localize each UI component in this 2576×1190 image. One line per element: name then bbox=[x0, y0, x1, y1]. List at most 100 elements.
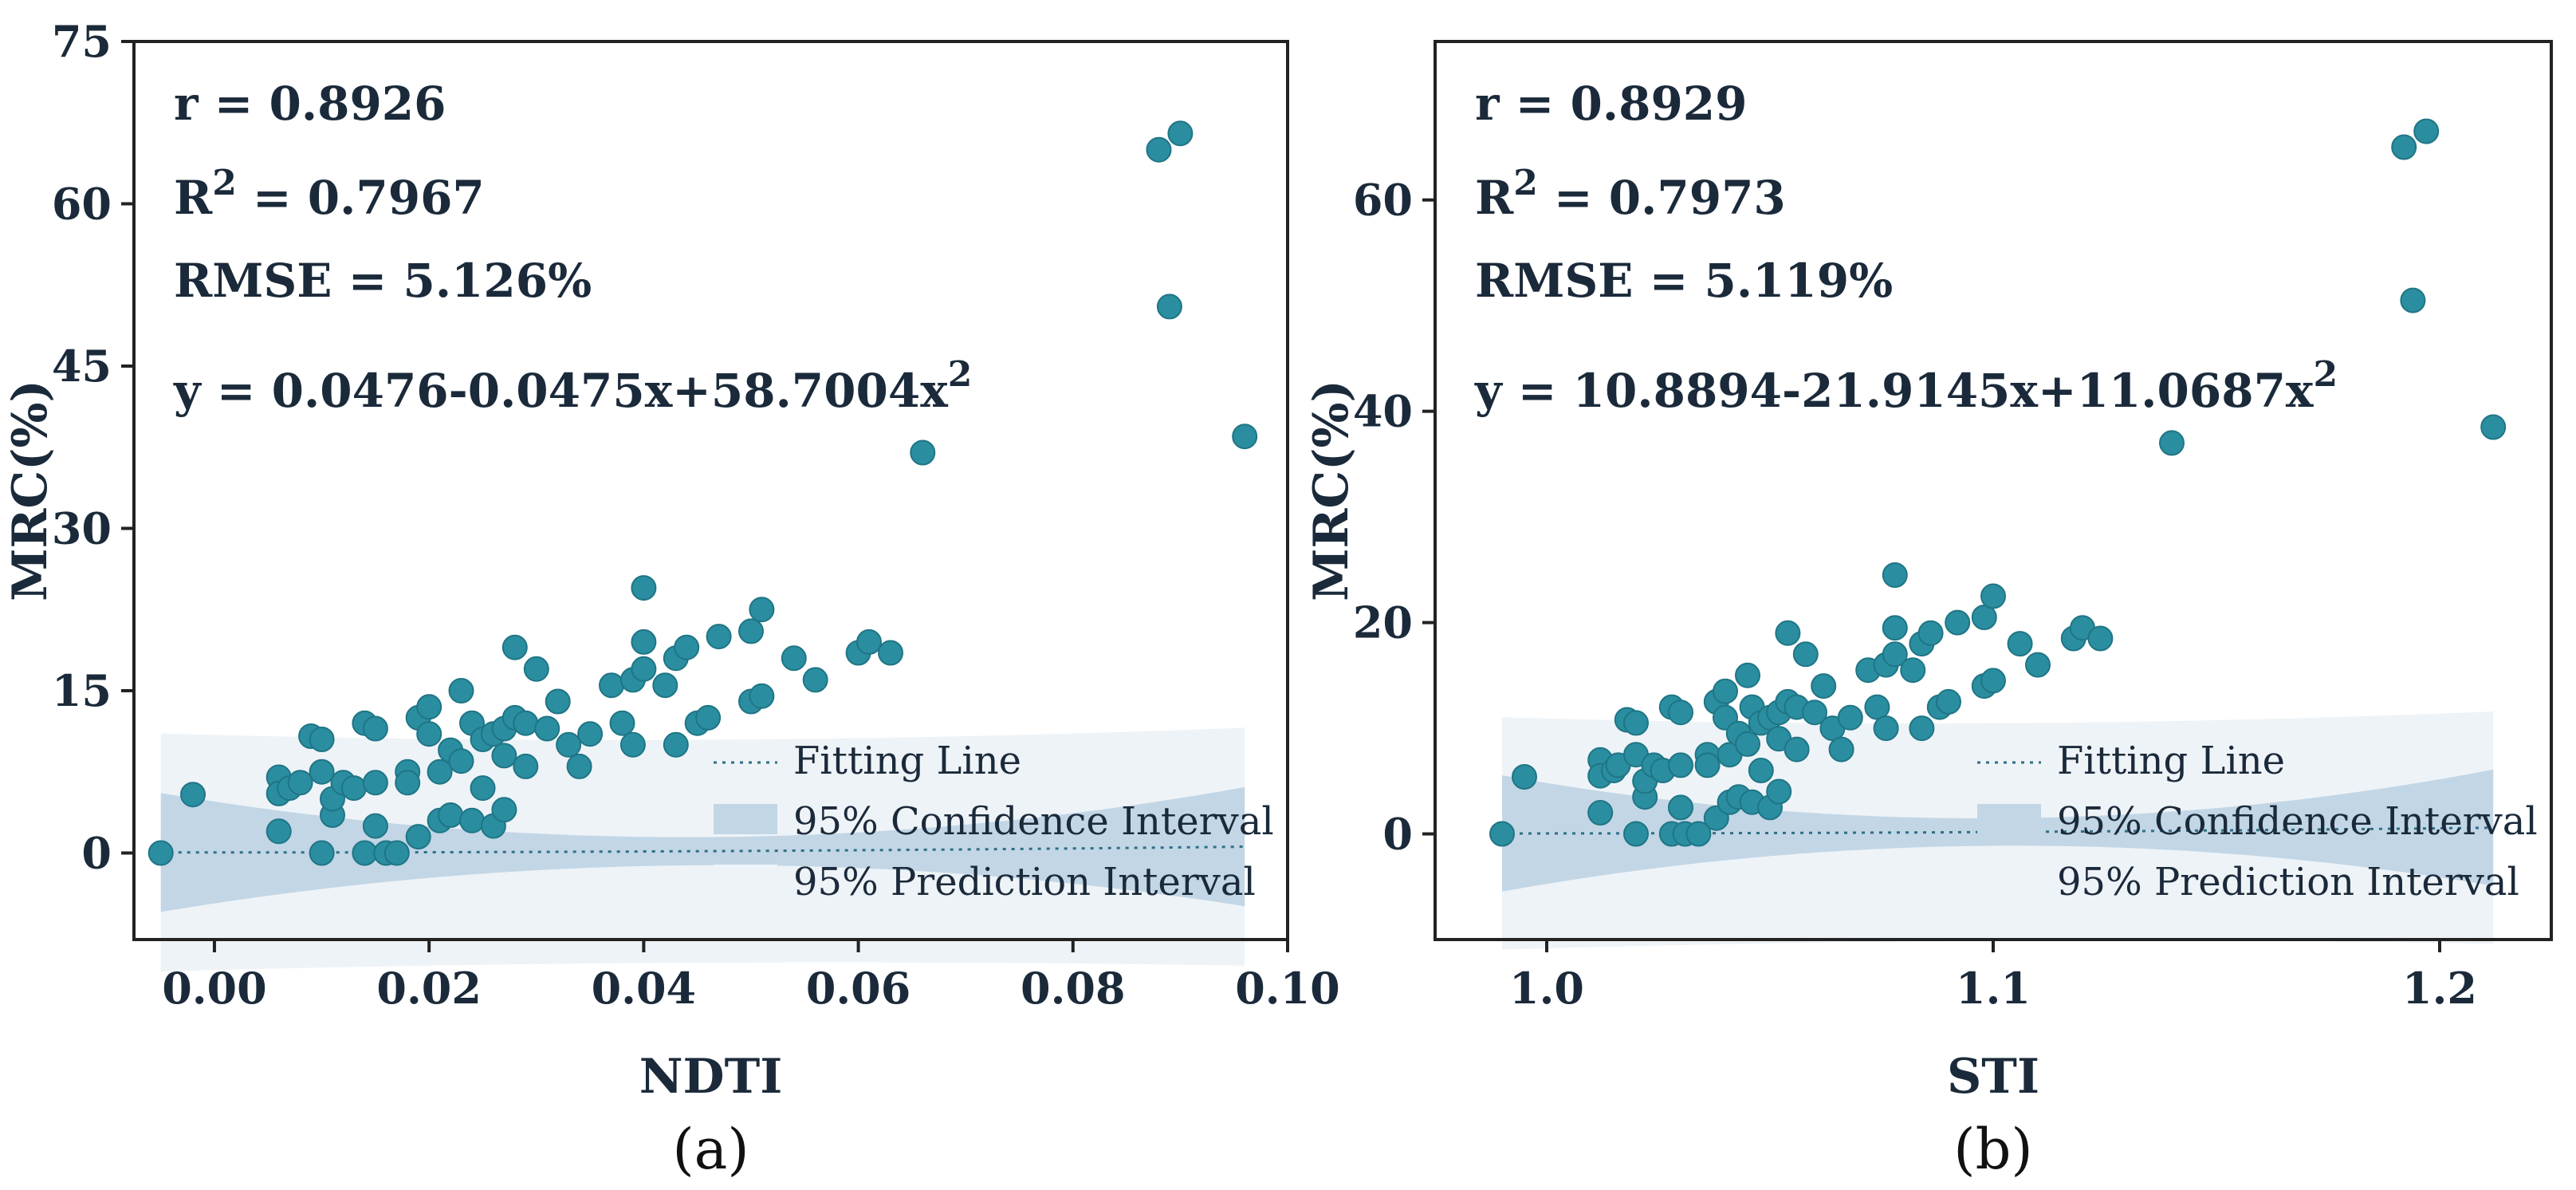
y-axis-title: MRC(%) bbox=[1304, 380, 1359, 601]
legend-label: 95% Confidence Interval bbox=[793, 799, 1274, 844]
data-point bbox=[1811, 673, 1837, 699]
x-axis-title: NDTI bbox=[639, 1049, 783, 1105]
data-point bbox=[878, 640, 903, 666]
data-point bbox=[309, 727, 335, 752]
data-point bbox=[523, 656, 549, 682]
data-point bbox=[1775, 620, 1801, 646]
panel-b: 1.0 1.1 1.2 0 20 40 60 STI MRC(%) (b) r = 0.8929 R2… bbox=[1304, 40, 2553, 1182]
data-point bbox=[1766, 778, 1792, 805]
data-point bbox=[438, 802, 464, 828]
data-point bbox=[1748, 758, 1774, 783]
panel-label: (b) bbox=[1953, 1117, 2032, 1182]
data-point bbox=[1909, 715, 1935, 742]
data-point bbox=[265, 818, 292, 845]
data-point bbox=[631, 575, 657, 601]
data-point bbox=[1882, 615, 1908, 641]
legend-swatch-prediction bbox=[1977, 865, 2041, 895]
data-point bbox=[663, 731, 689, 758]
data-point bbox=[1713, 678, 1738, 704]
data-point bbox=[180, 782, 206, 808]
data-point bbox=[1971, 605, 1997, 630]
panel-a: 0.00 0.02 0.04 0.06 0.08 0.10 0 15 30 45 60 75 NDTI M… bbox=[2, 16, 1340, 1182]
data-point bbox=[1873, 715, 1899, 742]
data-point bbox=[1685, 821, 1712, 847]
data-point bbox=[631, 628, 657, 655]
x-tick-label: 0.02 bbox=[376, 963, 482, 1014]
y-tick-label: 0 bbox=[81, 827, 112, 878]
axes-frame bbox=[132, 40, 1289, 941]
data-point bbox=[470, 775, 496, 802]
stat-r: r = 0.8926 bbox=[174, 77, 446, 131]
legend-swatch-confidence bbox=[1977, 804, 2041, 834]
fit-equation: y = 10.8894-21.9145x+11.0687x2 bbox=[1474, 354, 2338, 418]
data-point bbox=[501, 634, 528, 660]
data-point bbox=[1917, 620, 1944, 646]
data-point bbox=[1668, 752, 1693, 778]
data-point bbox=[1980, 668, 2006, 694]
data-point bbox=[362, 813, 388, 839]
data-point bbox=[738, 618, 764, 644]
data-point bbox=[631, 656, 657, 682]
data-point bbox=[1146, 136, 1172, 163]
data-point bbox=[545, 688, 571, 715]
data-point bbox=[674, 634, 700, 660]
data-point bbox=[599, 672, 624, 699]
data-point bbox=[383, 840, 410, 866]
data-point bbox=[2025, 652, 2051, 678]
stat-r-squared: R2 = 0.7973 bbox=[1475, 163, 1786, 225]
x-tick-label: 1.2 bbox=[2402, 963, 2477, 1014]
data-point bbox=[2007, 631, 2033, 657]
data-point bbox=[448, 748, 474, 774]
data-point bbox=[2480, 414, 2507, 440]
legend: Fitting Line 95% Confidence Interval 95% P… bbox=[714, 739, 1274, 904]
data-point bbox=[459, 807, 485, 833]
data-point bbox=[2159, 430, 2185, 456]
data-point bbox=[556, 731, 582, 758]
data-point bbox=[534, 715, 560, 742]
data-point bbox=[1512, 764, 1537, 790]
stat-rmse: RMSE = 5.126% bbox=[174, 254, 592, 308]
data-point bbox=[1980, 583, 2006, 609]
data-point bbox=[416, 721, 442, 747]
x-tick-label: 1.0 bbox=[1509, 963, 1584, 1014]
data-point bbox=[405, 824, 431, 850]
data-point bbox=[749, 683, 775, 709]
legend-label: 95% Prediction Interval bbox=[793, 860, 1256, 904]
data-point bbox=[352, 840, 378, 866]
confidence-interval-band bbox=[160, 786, 1245, 912]
data-point bbox=[1864, 694, 1890, 720]
data-point bbox=[1900, 657, 1926, 684]
data-point bbox=[362, 770, 388, 796]
data-point bbox=[2391, 134, 2417, 160]
data-point bbox=[491, 797, 517, 823]
fit-equation: y = 0.0476-0.0475x+58.7004x2 bbox=[173, 354, 972, 418]
y-tick-label: 45 bbox=[52, 341, 112, 392]
data-point bbox=[1694, 752, 1721, 778]
data-point bbox=[619, 731, 646, 758]
stat-rmse: RMSE = 5.119% bbox=[1475, 254, 1893, 308]
data-point bbox=[749, 597, 775, 623]
x-tick-label: 0.00 bbox=[162, 963, 267, 1014]
fitting-line bbox=[1502, 826, 2494, 835]
data-point bbox=[566, 753, 592, 779]
data-point bbox=[1828, 736, 1854, 762]
data-point bbox=[1167, 120, 1194, 147]
data-point bbox=[1936, 688, 1961, 715]
data-point bbox=[309, 840, 335, 866]
x-tick-label: 1.1 bbox=[1956, 963, 2031, 1014]
data-point bbox=[1232, 424, 1258, 450]
data-point bbox=[147, 840, 174, 866]
data-point bbox=[1882, 562, 1908, 588]
data-point bbox=[513, 753, 539, 779]
legend-label: 95% Prediction Interval bbox=[2057, 860, 2519, 904]
data-point bbox=[2087, 625, 2114, 652]
data-point bbox=[395, 770, 421, 796]
x-tick-label: 0.04 bbox=[592, 963, 697, 1014]
y-tick-label: 40 bbox=[1353, 386, 1413, 437]
data-point bbox=[491, 743, 517, 769]
legend: Fitting Line 95% Confidence Interval 95% P… bbox=[1977, 739, 2538, 904]
y-tick-label: 60 bbox=[1353, 175, 1413, 226]
data-point bbox=[1587, 800, 1614, 826]
legend-label: 95% Confidence Interval bbox=[2057, 799, 2538, 844]
legend-swatch-confidence bbox=[714, 804, 777, 834]
